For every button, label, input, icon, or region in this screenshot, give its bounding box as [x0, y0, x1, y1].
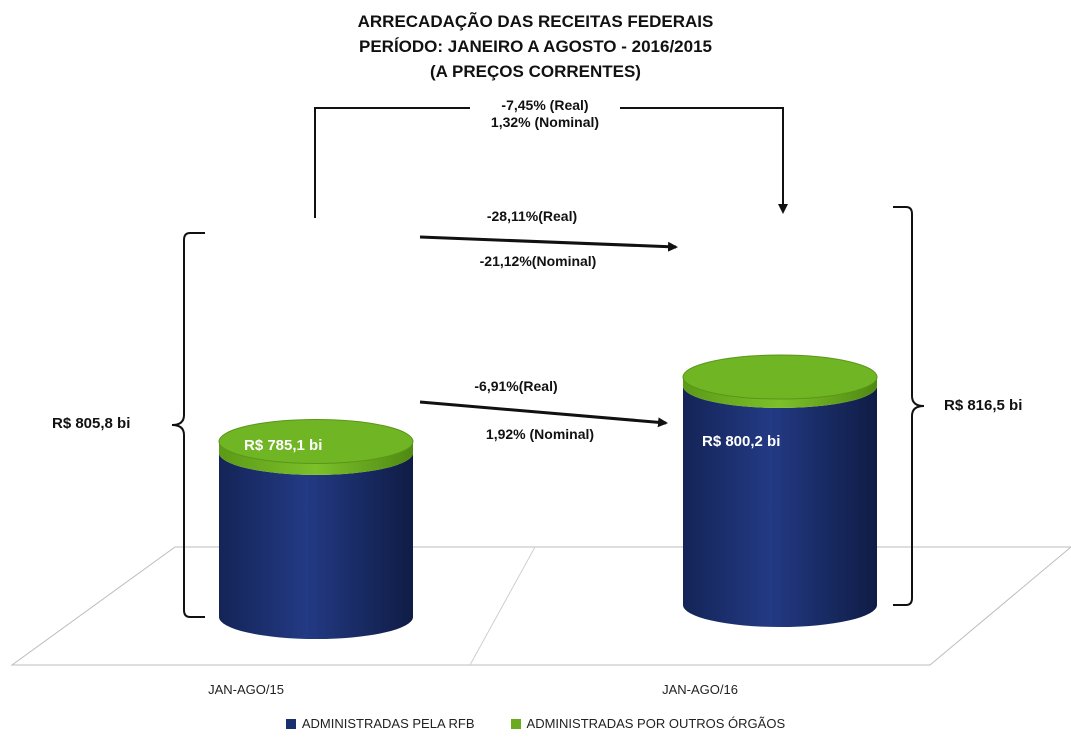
legend-label-outros: ADMINISTRADAS POR OUTROS ÓRGÃOS: [526, 716, 786, 731]
rfb-variation-nominal-label: 1,92% (Nominal): [485, 426, 595, 442]
data-label-rfb-2015: R$ 785,1 bi: [244, 437, 323, 454]
chart-title-line-1: ARRECADAÇÃO DAS RECEITAS FEDERAIS: [357, 12, 714, 31]
total-variation-nominal-label: 1,32% (Nominal): [490, 114, 600, 130]
category-label-2016: JAN-AGO/16: [662, 682, 738, 697]
legend-swatch-rfb: [285, 718, 296, 729]
legend-item-rfb: ADMINISTRADAS PELA RFB: [285, 716, 475, 731]
left-total-brace: [171, 232, 205, 618]
chart-legend: ADMINISTRADAS PELA RFB ADMINISTRADAS POR…: [0, 716, 1071, 731]
rfb-variation-real-label: -6,91%(Real): [474, 378, 558, 394]
bar-rfb-jan-ago-16: [683, 385, 877, 627]
outros-variation-nominal-label: -21,12%(Nominal): [479, 253, 597, 269]
data-label-rfb-2016: R$ 800,2 bi: [702, 433, 781, 450]
chart-title-line-3: (A PREÇOS CORRENTES): [430, 62, 641, 81]
total-variation-real-label: -7,45% (Real): [501, 97, 589, 113]
data-label-outros-2015: R$ 20,7 bi: [248, 245, 309, 260]
outros-variation-real-label: -28,11%(Real): [486, 208, 578, 224]
floor-divider: [469, 546, 536, 666]
legend-item-outros: ADMINISTRADAS POR OUTROS ÓRGÃOS: [510, 716, 786, 731]
total-label-2016: R$ 816,5 bi: [944, 397, 1023, 414]
outros-variation-arrow: [419, 235, 678, 252]
data-label-outros-2016: R$ 16,3 bi: [706, 239, 767, 254]
total-variation-arrow: [314, 107, 470, 218]
legend-swatch-outros: [510, 718, 521, 729]
right-total-brace: [893, 206, 925, 606]
bar-top-jan-ago-15: [218, 418, 414, 464]
category-label-2015: JAN-AGO/15: [208, 682, 284, 697]
chart-title-line-2: PERÍODO: JANEIRO A AGOSTO - 2016/2015: [358, 37, 712, 56]
rfb-variation-arrow: [419, 400, 668, 428]
total-variation-arrow-end: [620, 107, 788, 214]
bar-rfb-jan-ago-15: [219, 452, 413, 639]
legend-label-rfb: ADMINISTRADAS PELA RFB: [301, 716, 475, 731]
total-label-2015: R$ 805,8 bi: [52, 415, 131, 432]
bar-top-jan-ago-16: [682, 354, 878, 400]
